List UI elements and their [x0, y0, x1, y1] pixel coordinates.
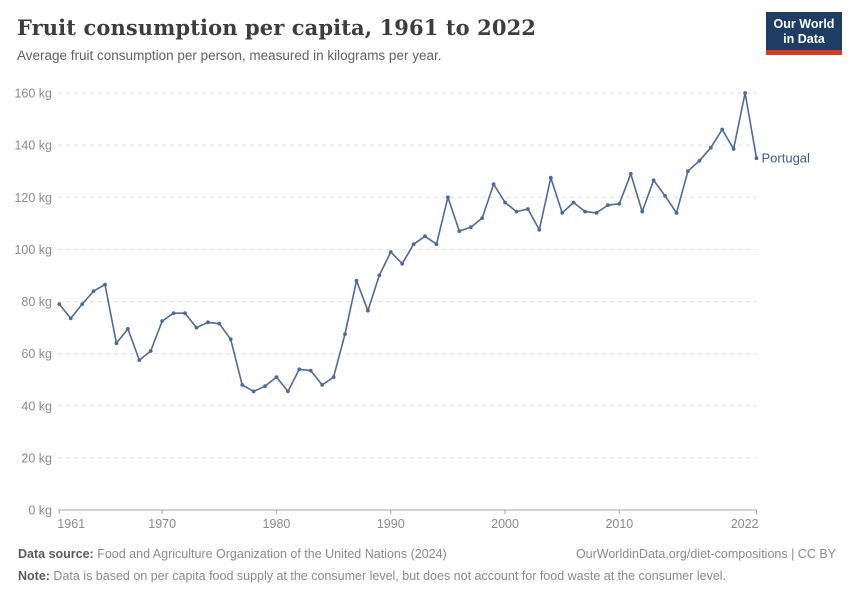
data-point-1983[interactable] — [308, 368, 313, 373]
data-source-line: Data source: Food and Agriculture Organi… — [18, 543, 447, 565]
data-point-1977[interactable] — [240, 383, 245, 387]
data-point-2010[interactable] — [617, 201, 622, 206]
data-point-2000[interactable] — [503, 200, 507, 205]
data-point-2001[interactable] — [514, 209, 519, 214]
data-point-2011[interactable] — [628, 171, 633, 176]
x-tick-label-2000: 2000 — [491, 517, 519, 531]
y-tick-label-120: 120 kg — [14, 191, 52, 205]
data-point-1971[interactable] — [171, 311, 176, 316]
y-tick-label-0: 0 kg — [28, 504, 52, 518]
y-tick-label-140: 140 kg — [14, 139, 52, 153]
data-point-2013[interactable] — [651, 178, 656, 183]
data-point-2019[interactable] — [720, 127, 725, 132]
data-point-1987[interactable] — [354, 278, 359, 283]
y-tick-label-60: 60 kg — [21, 347, 52, 361]
data-point-1970[interactable] — [160, 319, 165, 323]
page-subtitle: Average fruit consumption per person, me… — [17, 48, 442, 63]
data-point-1972[interactable] — [183, 311, 187, 316]
data-point-1975[interactable] — [217, 321, 222, 326]
data-point-1976[interactable] — [228, 337, 233, 342]
data-point-2020[interactable] — [731, 147, 736, 151]
data-point-2002[interactable] — [526, 207, 530, 211]
y-tick-label-80: 80 kg — [21, 295, 52, 309]
data-point-2012[interactable] — [640, 209, 645, 214]
data-point-1988[interactable] — [366, 308, 370, 313]
data-point-2021[interactable] — [743, 91, 747, 95]
data-point-1994[interactable] — [434, 242, 439, 247]
data-point-1963[interactable] — [80, 302, 85, 306]
x-tick-label-2022: 2022 — [731, 517, 759, 531]
data-point-2008[interactable] — [594, 211, 599, 215]
data-point-1965[interactable] — [103, 282, 107, 287]
data-point-1997[interactable] — [468, 225, 473, 230]
x-tick-label-1961: 1961 — [57, 517, 85, 531]
data-point-2018[interactable] — [708, 145, 713, 150]
data-point-2016[interactable] — [686, 169, 690, 174]
data-point-2017[interactable] — [697, 158, 702, 163]
series-end-label[interactable]: Portugal — [762, 151, 811, 166]
data-point-2003[interactable] — [537, 227, 542, 232]
series-line-portugal[interactable] — [58, 92, 758, 393]
data-point-2014[interactable] — [663, 194, 667, 198]
data-point-1995[interactable] — [446, 195, 450, 200]
data-point-1996[interactable] — [457, 229, 462, 234]
data-point-1985[interactable] — [331, 375, 336, 379]
chart-canvas[interactable]: 0 kg 20 kg 40 kg 60 kg 80 kg 100 kg 120 kg 140 … — [0, 75, 850, 535]
owid-logo[interactable]: Our World in Data — [766, 12, 842, 55]
data-point-1991[interactable] — [400, 261, 405, 266]
page-title: Fruit consumption per capita, 1961 to 20… — [17, 15, 537, 40]
footer-row-note: Note: Data is based on per capita food s… — [18, 565, 836, 587]
data-point-1999[interactable] — [491, 182, 496, 187]
data-point-2007[interactable] — [583, 209, 587, 214]
data-point-2004[interactable] — [548, 175, 553, 180]
footer-row-source: Data source: Food and Agriculture Organi… — [18, 543, 836, 565]
x-tick-label-2010: 2010 — [605, 517, 633, 531]
x-tick-label-1980: 1980 — [263, 517, 291, 531]
data-point-1962[interactable] — [68, 316, 73, 321]
note-text: Data is based on per capita food supply … — [49, 569, 727, 583]
data-point-1973[interactable] — [194, 325, 199, 330]
data-point-1979[interactable] — [263, 384, 267, 389]
data-point-1964[interactable] — [91, 289, 96, 293]
data-point-1984[interactable] — [320, 383, 325, 387]
data-point-1992[interactable] — [411, 242, 416, 247]
data-point-1982[interactable] — [297, 367, 302, 372]
chart-footer: Data source: Food and Agriculture Organi… — [18, 543, 836, 587]
data-point-1989[interactable] — [377, 273, 382, 278]
data-source-text: Food and Agriculture Organization of the… — [93, 547, 447, 561]
data-point-1980[interactable] — [274, 375, 279, 379]
data-point-1993[interactable] — [423, 234, 427, 239]
y-tick-label-160: 160 kg — [14, 87, 52, 101]
data-point-2005[interactable] — [560, 211, 565, 215]
data-point-1969[interactable] — [148, 349, 153, 353]
data-point-2015[interactable] — [674, 211, 679, 215]
x-tick-label-1970: 1970 — [148, 517, 176, 531]
owid-url-link[interactable]: OurWorldinData.org/diet-compositions | C… — [575, 547, 836, 561]
x-tick-label-1990: 1990 — [377, 517, 405, 531]
y-tick-label-20: 20 kg — [21, 451, 52, 465]
owid-logo-line2: in Data — [783, 31, 825, 46]
data-point-1967[interactable] — [126, 327, 130, 331]
y-tick-label-40: 40 kg — [21, 399, 52, 413]
data-point-1966[interactable] — [114, 341, 119, 346]
data-point-2022[interactable] — [754, 156, 759, 161]
data-point-1986[interactable] — [343, 332, 347, 336]
data-point-2006[interactable] — [571, 200, 576, 205]
data-point-1998[interactable] — [480, 216, 485, 221]
owid-logo-line1: Our World — [773, 17, 835, 31]
data-point-2009[interactable] — [606, 203, 610, 208]
data-point-1974[interactable] — [206, 320, 210, 325]
data-point-1990[interactable] — [388, 250, 393, 254]
data-source-label: Data source: — [18, 547, 94, 561]
chart-svg[interactable]: 0 kg 20 kg 40 kg 60 kg 80 kg 100 kg 120 kg 140 … — [0, 75, 850, 535]
data-point-1978[interactable] — [251, 389, 256, 394]
data-point-1968[interactable] — [137, 358, 142, 362]
data-point-1981[interactable] — [286, 389, 290, 394]
chart-header: Fruit consumption per capita, 1961 to 20… — [17, 15, 760, 63]
note-label: Note: — [18, 569, 50, 583]
y-tick-label-100: 100 kg — [14, 243, 52, 257]
data-point-1961[interactable] — [57, 302, 62, 306]
